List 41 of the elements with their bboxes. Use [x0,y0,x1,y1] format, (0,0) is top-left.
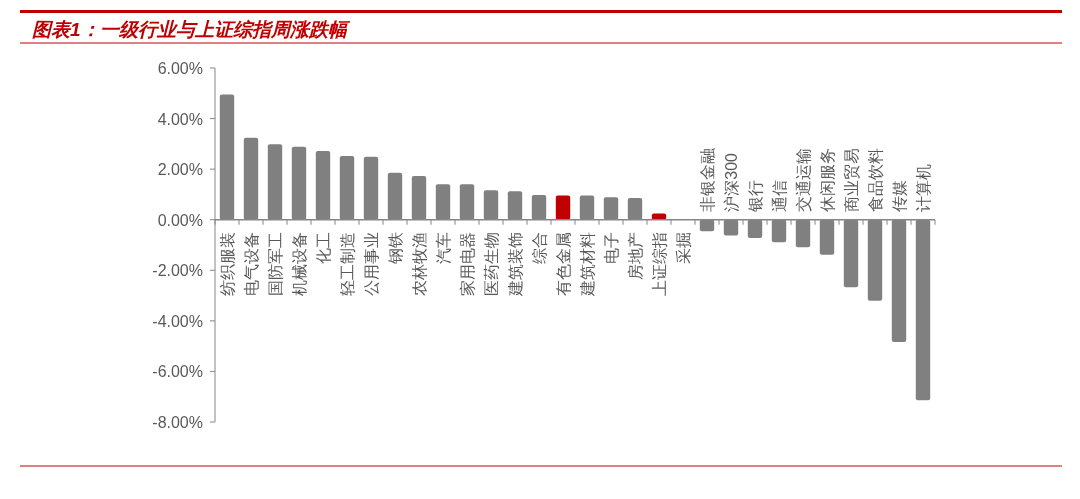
chart-title: 图表1：一级行业与上证综指周涨跌幅 [32,19,351,40]
x-tick-label: 建筑材料 [579,231,596,297]
x-tick-label: 建筑装饰 [507,231,524,297]
x-tick-label: 交通运输 [795,147,812,212]
x-tick-label: 休闲服务 [819,147,836,212]
bar [555,195,571,220]
x-tick-label: 公用事业 [363,231,380,296]
bar [651,213,667,220]
y-tick-label: -6.00% [152,363,203,381]
x-tick-label: 传媒 [891,179,908,212]
x-tick-label: 房地产 [627,231,644,280]
x-tick-label: 机械设备 [291,231,308,296]
x-tick-label: 银行 [747,179,764,213]
y-tick-label: 2.00% [157,161,203,179]
x-tick-label: 食品饮料 [867,147,884,212]
y-tick-label: 4.00% [157,110,203,128]
x-tick-label: 计算机 [915,163,932,212]
x-tick-label: 采掘 [675,231,692,264]
x-tick-label: 电气设备 [243,231,260,296]
x-tick-label: 纺织服装 [219,231,236,296]
y-tick-label: -8.00% [152,414,203,431]
x-tick-label: 国防军工 [267,231,284,296]
x-tick-label: 轻工制造 [339,231,356,296]
x-tick-label: 钢铁 [387,231,404,265]
x-tick-label: 家用电器 [459,231,476,296]
x-tick-label: 化工 [315,231,332,264]
x-tick-label: 医药生物 [483,231,500,296]
x-tick-label: 农林牧渔 [411,231,428,296]
x-tick-label: 综合 [531,231,548,264]
x-tick-label: 通信 [771,179,788,212]
x-tick-label: 商业贸易 [843,147,860,212]
x-tick-label: 上证综指 [651,231,668,296]
y-tick-label: 6.00% [157,60,203,77]
x-tick-label: 有色金属 [555,231,572,296]
y-tick-label: 0.00% [157,211,203,229]
y-tick-label: -4.00% [152,312,203,330]
x-tick-label: 汽车 [435,231,452,264]
y-tick-label: -2.00% [152,262,203,280]
x-tick-label: 沪深300 [723,152,740,212]
x-tick-label: 非银金融 [699,147,716,212]
x-tick-label: 电子 [603,231,620,264]
